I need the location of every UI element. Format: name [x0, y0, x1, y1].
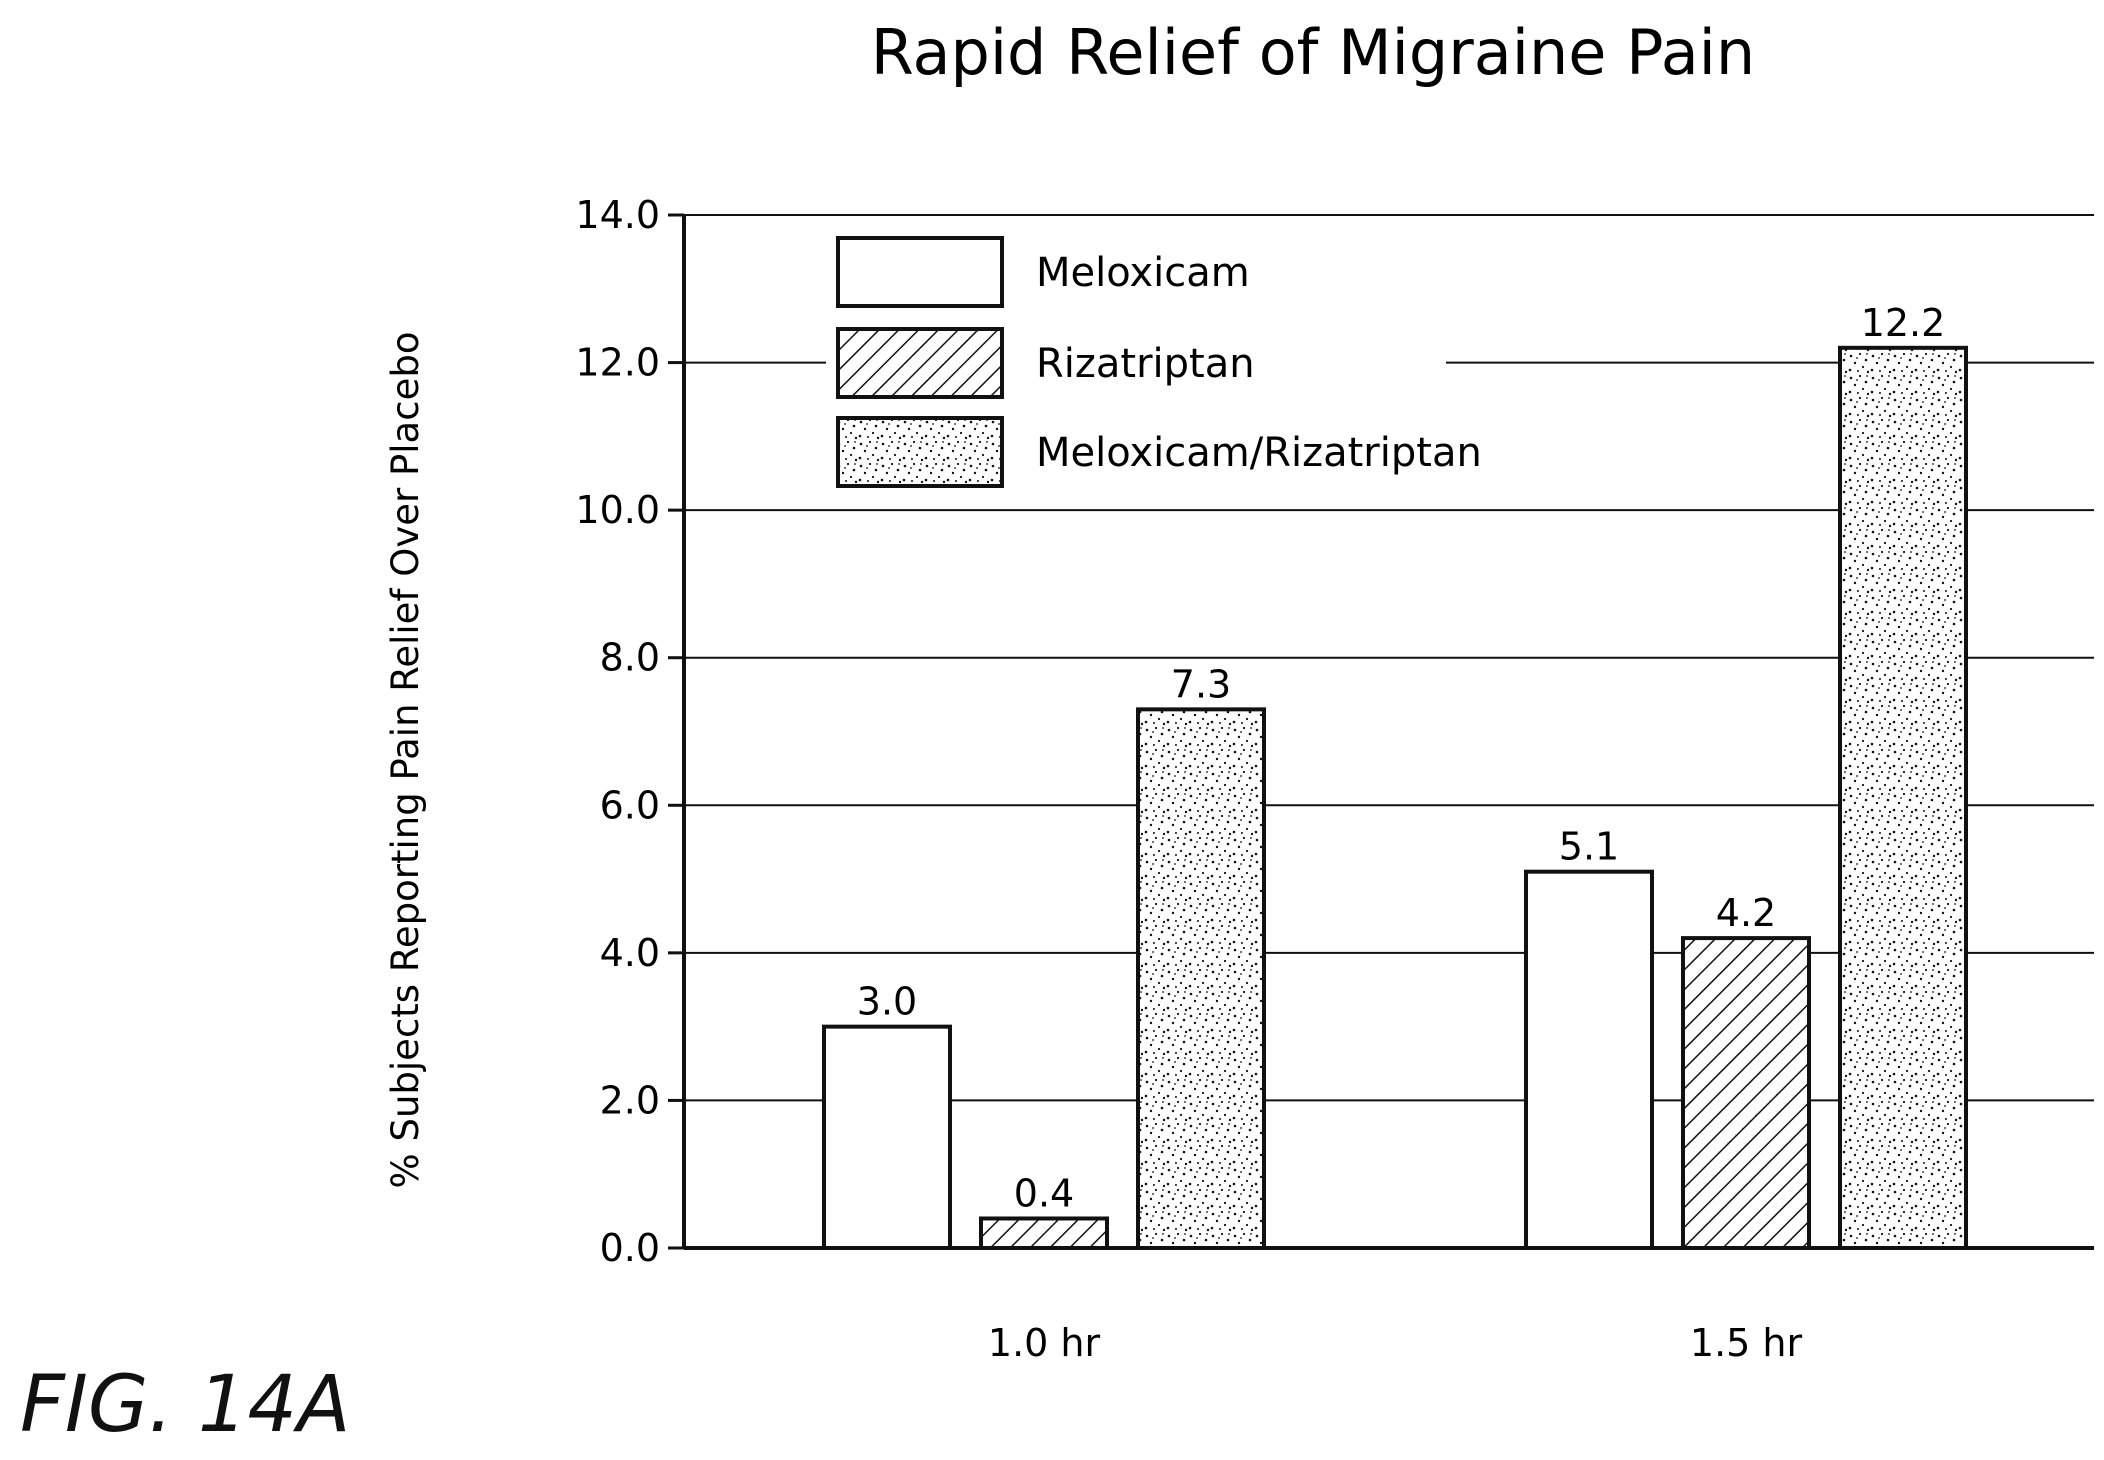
y-tick-label: 12.0 [575, 341, 660, 385]
legend: Meloxicam Rizatriptan Meloxicam/Rizatripta… [826, 226, 1482, 492]
bar [1838, 345, 1968, 1251]
y-axis-ticks: 0.0 2.0 4.0 6.0 8.0 10.0 12.0 14.0 [575, 193, 684, 1270]
y-tick-label: 14.0 [575, 193, 660, 237]
bars: 3.0 0.4 7.3 5.1 4.2 12.2 [822, 301, 1968, 1251]
x-axis-labels: 1.0 hr 1.5 hr [988, 1321, 1803, 1365]
bar [1136, 707, 1266, 1250]
data-label: 12.2 [1861, 301, 1946, 345]
data-label: 7.3 [1171, 662, 1231, 706]
y-tick-label: 8.0 [600, 636, 660, 680]
data-label: 5.1 [1559, 825, 1619, 869]
legend-swatch [836, 416, 1004, 488]
y-axis-label: % Subjects Reporting Pain Relief Over Pl… [384, 332, 427, 1189]
x-tick-label: 1.0 hr [988, 1321, 1101, 1365]
legend-label: Meloxicam [1036, 250, 1250, 296]
legend-label: Meloxicam/Rizatriptan [1036, 430, 1482, 476]
legend-swatch [836, 327, 1004, 399]
legend-swatch [836, 236, 1004, 308]
chart-title: Rapid Relief of Migraine Pain [871, 16, 1755, 89]
bar [822, 1024, 952, 1250]
data-label: 0.4 [1014, 1171, 1074, 1215]
y-tick-label: 2.0 [600, 1078, 660, 1122]
data-label: 3.0 [857, 980, 917, 1024]
y-tick-label: 10.0 [575, 488, 660, 532]
y-tick-label: 6.0 [600, 783, 660, 827]
legend-label: Rizatriptan [1036, 341, 1255, 387]
bar [1681, 936, 1811, 1250]
figure-label: FIG. 14A [20, 1360, 351, 1450]
bar [1524, 869, 1654, 1250]
data-label: 4.2 [1716, 891, 1776, 935]
y-tick-label: 4.0 [600, 931, 660, 975]
y-tick-label: 0.0 [600, 1226, 660, 1270]
bar [979, 1216, 1109, 1251]
x-tick-label: 1.5 hr [1690, 1321, 1803, 1365]
